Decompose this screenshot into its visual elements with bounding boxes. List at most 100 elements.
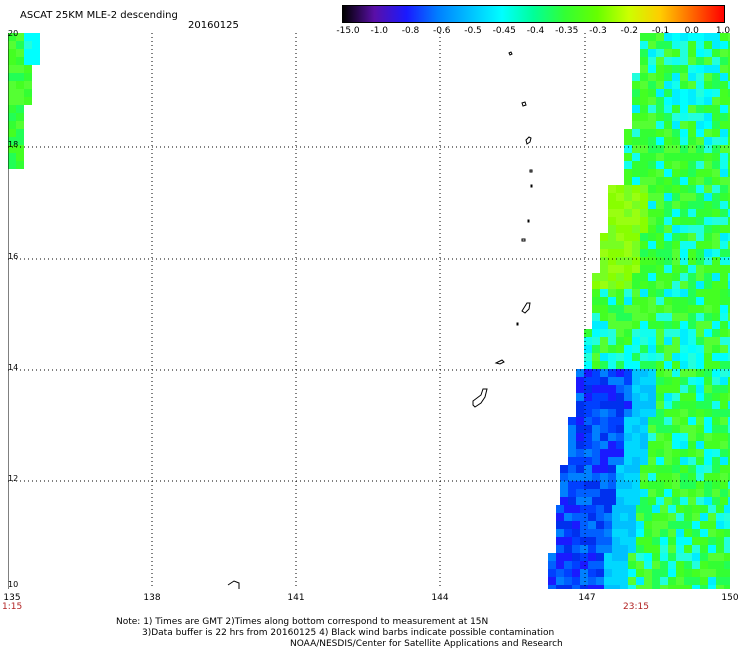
swath-cell	[696, 257, 704, 265]
swath-cell	[656, 273, 664, 281]
swath-cell	[664, 465, 672, 473]
swath-cell	[568, 441, 576, 449]
swath-cell	[720, 497, 728, 505]
swath-cell	[720, 321, 728, 329]
swath-cell	[696, 33, 704, 41]
swath-cell	[616, 185, 624, 193]
swath-cell	[664, 305, 672, 313]
island-outline	[527, 219, 530, 223]
swath-cell	[672, 401, 680, 409]
swath-cell	[672, 145, 680, 153]
swath-cell	[728, 425, 730, 433]
swath-cell	[704, 393, 712, 401]
swath-cell	[652, 537, 660, 545]
swath-cell	[692, 577, 700, 585]
swath-cell	[656, 89, 664, 97]
swath-cell	[640, 385, 648, 393]
lon-label-135: 135	[3, 593, 21, 603]
swath-cell	[656, 129, 664, 137]
swath-cell	[640, 297, 648, 305]
swath-cell	[728, 353, 730, 361]
swath-cell	[604, 513, 612, 521]
swath-cell	[588, 577, 596, 585]
swath-cell	[644, 577, 652, 585]
swath-cell	[716, 521, 724, 529]
swath-cell	[608, 425, 616, 433]
swath-cell	[656, 329, 664, 337]
swath-cell	[640, 97, 648, 105]
swath-cell	[728, 177, 730, 185]
swath-cell	[640, 49, 648, 57]
swath-cell	[624, 393, 632, 401]
swath-cell	[596, 561, 604, 569]
swath-cell	[640, 257, 648, 265]
swath-cell	[648, 89, 656, 97]
swath-cell	[668, 537, 676, 545]
swath-cell	[680, 97, 688, 105]
swath-cell	[704, 489, 712, 497]
swath-cell	[616, 369, 624, 377]
swath-cell	[656, 401, 664, 409]
swath-cell	[656, 161, 664, 169]
swath-cell	[696, 49, 704, 57]
swath-cell	[684, 505, 692, 513]
swath-cell	[720, 465, 728, 473]
swath-cell	[600, 481, 608, 489]
pass-time-right: 23:15	[623, 602, 649, 612]
swath-cell	[656, 169, 664, 177]
swath-cell	[608, 201, 616, 209]
swath-cell	[644, 561, 652, 569]
swath-cell	[672, 305, 680, 313]
swath-cell	[676, 545, 684, 553]
swath-cell	[720, 129, 728, 137]
grid-lines	[8, 33, 730, 589]
swath-cell	[656, 121, 664, 129]
swath-cell	[648, 121, 656, 129]
swath-cell	[720, 161, 728, 169]
swath-cell	[648, 113, 656, 121]
swath-cell	[608, 257, 616, 265]
swath-cell	[672, 137, 680, 145]
swath-cell	[712, 273, 720, 281]
swath-cell	[688, 393, 696, 401]
footnote-line-1: Note: 1) Times are GMT 2)Times along bot…	[116, 617, 489, 627]
swath-cell	[564, 553, 572, 561]
swath-cell	[720, 449, 728, 457]
lon-label-150: 150	[721, 593, 739, 603]
swath-cell	[728, 185, 730, 193]
swath-cell	[584, 361, 592, 369]
swath-cell	[728, 49, 730, 57]
swath-cell	[584, 473, 592, 481]
swath-cell	[648, 49, 656, 57]
swath-cell	[680, 273, 688, 281]
swath-cell	[616, 497, 624, 505]
swath-cell	[608, 273, 616, 281]
swath-cell	[616, 281, 624, 289]
swath-cell	[632, 209, 640, 217]
swath-cell	[8, 41, 16, 49]
swath-cell	[660, 537, 668, 545]
swath-cell	[632, 185, 640, 193]
swath-cell	[612, 561, 620, 569]
swath-cell	[656, 65, 664, 73]
swath-cell	[720, 369, 728, 377]
swath-cell	[640, 377, 648, 385]
swath-cell	[704, 313, 712, 321]
swath-cell	[720, 33, 728, 41]
swath-cell	[608, 321, 616, 329]
swath-cell	[564, 537, 572, 545]
swath-cell	[728, 465, 730, 473]
swath-cell	[632, 241, 640, 249]
swath-cell	[652, 569, 660, 577]
swath-cell	[572, 577, 580, 585]
swath-cell	[680, 65, 688, 73]
swath-cell	[664, 265, 672, 273]
colorbar-label: -0.6	[432, 26, 451, 36]
swath-cell	[648, 137, 656, 145]
swath-cell	[632, 457, 640, 465]
swath-cell	[656, 177, 664, 185]
swath-cell	[696, 417, 704, 425]
swath-cell	[728, 41, 730, 49]
colorbar-label: 0.0	[684, 26, 699, 36]
swath-cell	[688, 417, 696, 425]
